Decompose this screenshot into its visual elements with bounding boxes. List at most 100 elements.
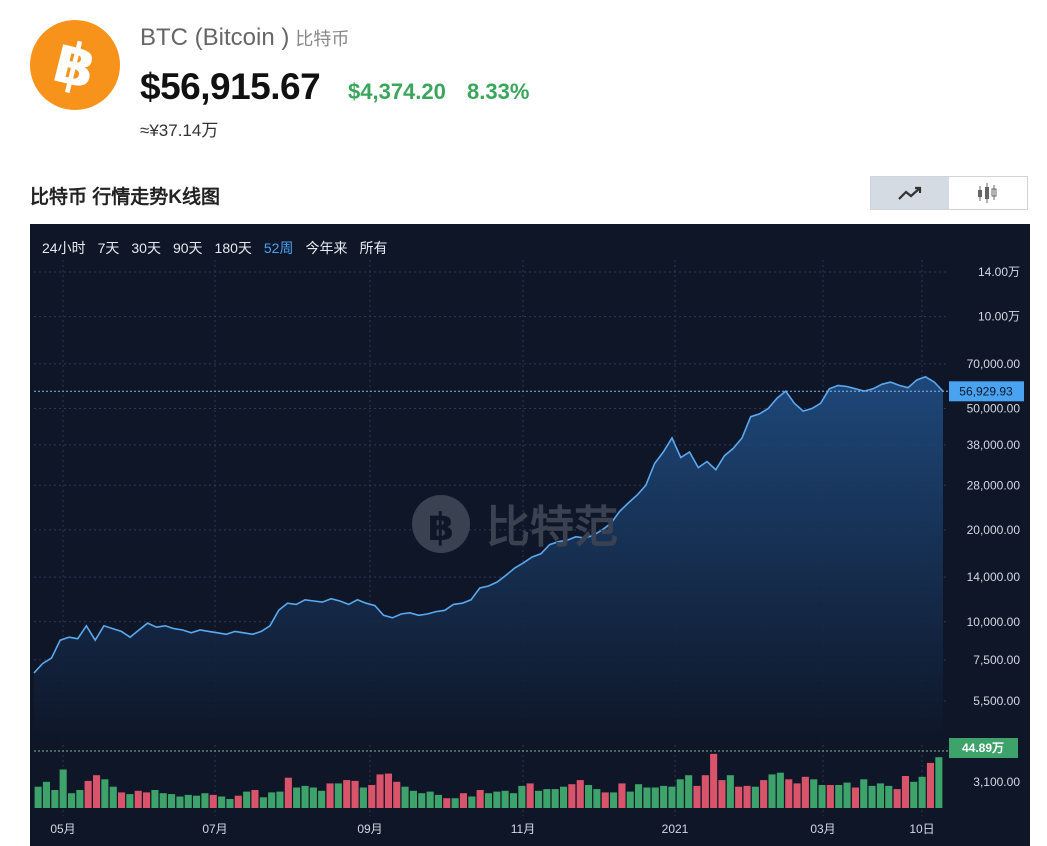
volume-bar — [151, 790, 159, 808]
volume-bar — [184, 794, 192, 808]
current-price-badge — [949, 381, 1024, 402]
candlestick-button[interactable] — [949, 177, 1027, 209]
bitcoin-symbol: ฿ — [47, 27, 103, 103]
volume-bar — [693, 785, 701, 808]
volume-bar — [868, 785, 876, 808]
section-title: 比特币 行情走势K线图 — [30, 187, 221, 208]
volume-bar — [159, 793, 167, 808]
volume-bar — [318, 790, 326, 808]
volume-bar — [801, 776, 809, 808]
volume-bar — [635, 784, 643, 808]
volume-bar — [618, 783, 626, 808]
y-tick-label: 3,100.00 — [973, 775, 1020, 789]
volume-bar — [401, 786, 409, 808]
y-tick-label: 14.00万 — [978, 265, 1020, 279]
y-tick-label: 50,000.00 — [967, 402, 1021, 416]
volume-bar — [59, 769, 67, 808]
line-chart-button[interactable] — [871, 177, 949, 209]
x-tick-label: 03月 — [810, 822, 835, 836]
volume-bar — [701, 775, 709, 808]
y-tick-label: 7,500.00 — [973, 653, 1020, 667]
volume-label: 44.89万 — [962, 741, 1004, 755]
volume-bar — [168, 794, 176, 808]
volume-bar — [509, 793, 517, 808]
volume-bar — [576, 780, 584, 808]
price-line — [33, 375, 944, 674]
volume-bar — [876, 783, 884, 808]
volume-bar — [84, 780, 92, 808]
tab-24h[interactable]: 24小时 — [42, 240, 86, 256]
volume-bar — [768, 774, 776, 808]
volume-bar — [451, 798, 459, 808]
volume-bar — [626, 791, 634, 808]
volume-bar — [543, 789, 551, 808]
volume-bar — [118, 792, 126, 808]
watermark-symbol: ฿ — [428, 505, 454, 549]
volume-bar — [134, 790, 142, 808]
price-chart: 24小时 7天 30天 90天 180天 52周 今年来 所有 14.00万 10… — [30, 224, 1030, 846]
volume-bar — [676, 779, 684, 808]
volume-bar — [568, 784, 576, 808]
volume-bar — [368, 785, 376, 808]
volume-bar — [243, 791, 251, 808]
watermark-text: 比特范 — [486, 502, 618, 553]
tab-30d[interactable]: 30天 — [131, 240, 161, 256]
volume-bar — [268, 792, 276, 808]
tab-all[interactable]: 所有 — [359, 240, 388, 256]
volume-bar — [218, 796, 226, 808]
volume-bar — [560, 786, 568, 808]
coin-name-cn: 比特币 — [295, 29, 350, 49]
x-tick-label: 09月 — [357, 822, 382, 836]
volume-badge — [949, 738, 1018, 758]
x-tick-label: 11月 — [511, 822, 535, 836]
volume-bar — [359, 787, 367, 808]
volume-bar — [143, 792, 151, 808]
tab-180d[interactable]: 180天 — [214, 240, 252, 256]
volume-bar — [326, 783, 334, 808]
volume-bar — [426, 791, 434, 808]
volume-bar — [76, 790, 84, 808]
y-tick-label: 5,500.00 — [973, 694, 1020, 708]
volume-bar — [409, 790, 417, 808]
volume-bar — [760, 780, 768, 808]
x-tick-label: 2021 — [662, 822, 689, 836]
y-tick-label: 20,000.00 — [967, 523, 1021, 537]
volume-bar — [434, 794, 442, 808]
volume-bar — [468, 796, 476, 808]
volume-bar — [776, 772, 784, 808]
volume-bar — [443, 798, 451, 808]
volume-bar — [276, 791, 284, 808]
y-tick-label: 10.00万 — [978, 310, 1020, 324]
price-change-percent: 8.33% — [467, 79, 530, 104]
volume-bar — [176, 796, 184, 808]
y-tick-label: 14,000.00 — [967, 570, 1021, 584]
tab-52w[interactable]: 52周 — [263, 240, 294, 256]
volume-bar — [334, 783, 342, 808]
volume-bar — [601, 792, 609, 808]
volume-bar — [51, 790, 59, 808]
volume-bar — [234, 795, 242, 808]
volume-bar — [101, 779, 109, 808]
y-tick-label: 70,000.00 — [967, 357, 1021, 371]
tab-90d[interactable]: 90天 — [172, 240, 203, 256]
volume-bar — [710, 753, 718, 808]
tab-7d[interactable]: 7天 — [97, 240, 120, 256]
volume-bar — [459, 793, 467, 808]
volume-bar — [484, 793, 492, 808]
volume-bar — [893, 789, 901, 808]
volume-bar — [918, 776, 926, 808]
volume-bar — [735, 786, 743, 808]
volume-bar — [726, 775, 734, 808]
volume-bar — [393, 781, 401, 808]
tab-ytd[interactable]: 今年来 — [305, 240, 348, 256]
volume-bar — [685, 775, 693, 808]
volume-bar — [910, 781, 918, 808]
bitcoin-logo-icon: ฿ — [30, 20, 120, 110]
current-price: $56,915.67 — [140, 66, 321, 107]
volume-bar — [34, 786, 42, 808]
volume-bar — [476, 790, 484, 808]
volume-bar — [585, 785, 593, 808]
line-chart-icon — [898, 186, 922, 200]
volume-bar — [293, 787, 301, 808]
coin-name: BTC (Bitcoin ) 比特币 — [140, 24, 349, 52]
